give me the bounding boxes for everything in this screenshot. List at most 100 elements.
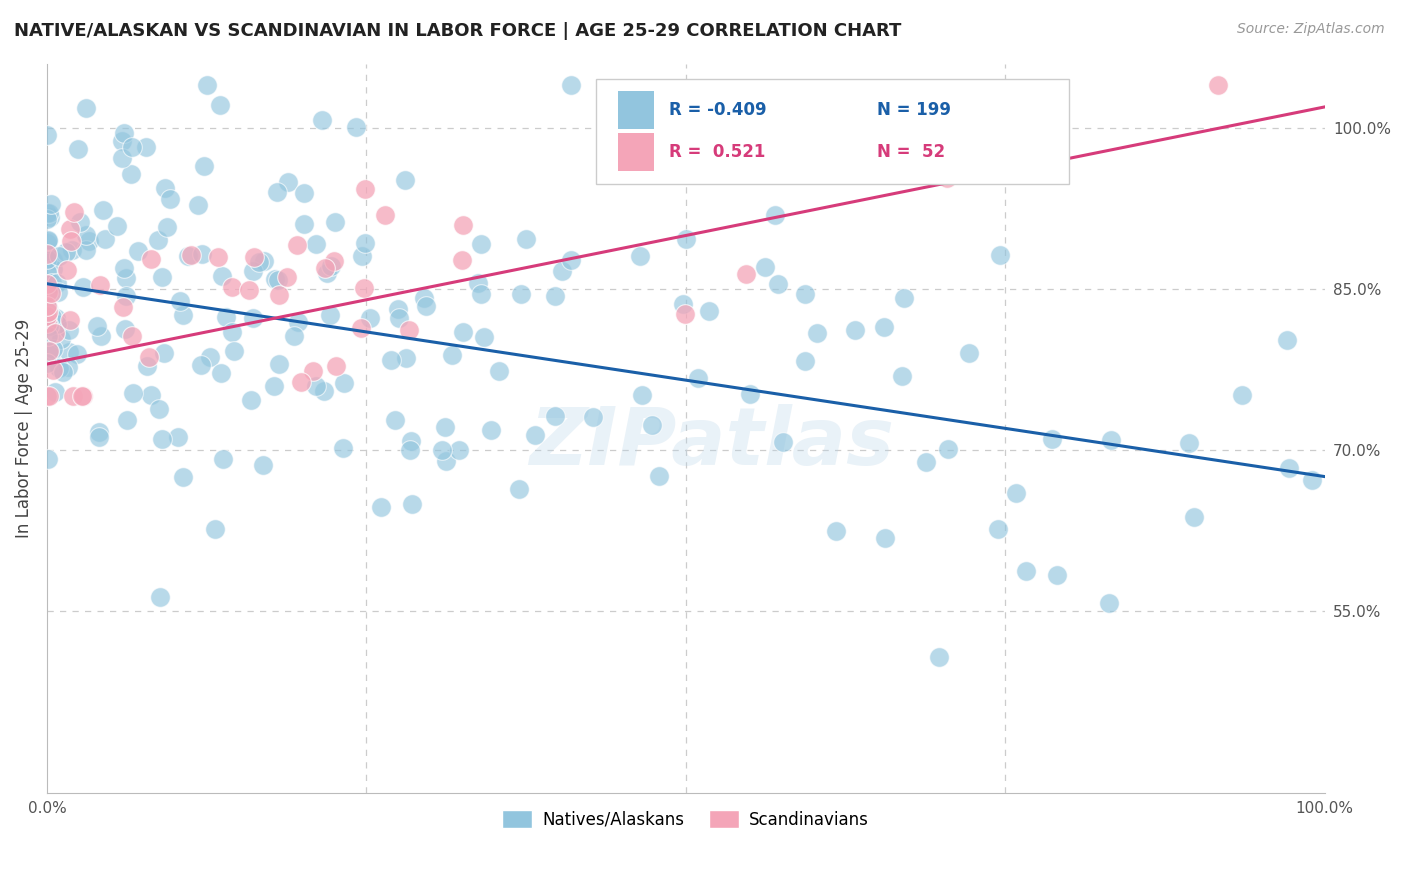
Point xyxy=(35,252,58,267)
Point xyxy=(66,347,89,361)
Point xyxy=(350,321,373,335)
Point xyxy=(1278,461,1301,475)
Point xyxy=(806,326,828,341)
Point xyxy=(305,236,328,251)
Point xyxy=(267,273,290,287)
Point xyxy=(37,301,59,315)
Point xyxy=(936,442,959,456)
Point xyxy=(253,254,276,268)
Point xyxy=(772,434,794,449)
Point xyxy=(301,364,323,378)
Point xyxy=(401,434,423,449)
Point xyxy=(87,430,110,444)
Point xyxy=(544,409,567,424)
Text: NATIVE/ALASKAN VS SCANDINAVIAN IN LABOR FORCE | AGE 25-29 CORRELATION CHART: NATIVE/ALASKAN VS SCANDINAVIAN IN LABOR … xyxy=(14,22,901,40)
Point xyxy=(873,531,896,545)
Point xyxy=(319,259,342,273)
Point xyxy=(180,247,202,261)
Point xyxy=(893,291,915,305)
Point xyxy=(35,246,58,260)
Point xyxy=(44,326,66,340)
Point xyxy=(42,253,65,268)
Point xyxy=(387,302,409,317)
Point xyxy=(1182,510,1205,524)
Point xyxy=(398,442,420,457)
Text: N =  52: N = 52 xyxy=(877,144,946,161)
Point xyxy=(72,389,94,403)
Point xyxy=(35,389,58,403)
Point xyxy=(222,343,245,358)
Point xyxy=(135,140,157,154)
Point xyxy=(283,329,305,343)
Point xyxy=(94,232,117,246)
Point xyxy=(412,291,434,305)
Point xyxy=(172,470,194,484)
Point xyxy=(305,378,328,392)
Point xyxy=(105,219,128,234)
Point xyxy=(319,308,342,322)
Point xyxy=(582,409,605,424)
Point xyxy=(37,328,59,343)
Point xyxy=(754,260,776,275)
Point xyxy=(91,202,114,217)
Point xyxy=(768,277,790,292)
Point xyxy=(153,180,176,194)
Point xyxy=(63,205,86,219)
Point xyxy=(207,250,229,264)
Point xyxy=(311,112,333,127)
Point xyxy=(45,310,67,325)
Point xyxy=(384,412,406,426)
Point xyxy=(38,344,60,359)
Point xyxy=(449,442,471,457)
Point xyxy=(353,281,375,295)
Point xyxy=(1046,568,1069,582)
Bar xyxy=(619,91,654,129)
Point xyxy=(932,113,955,128)
Point xyxy=(238,283,260,297)
Point xyxy=(48,361,70,376)
Point xyxy=(45,276,67,290)
Point xyxy=(451,325,474,339)
Point xyxy=(735,267,758,281)
Point xyxy=(508,482,530,496)
Point xyxy=(35,212,58,227)
Point xyxy=(415,299,437,313)
Point xyxy=(394,173,416,187)
Point xyxy=(35,316,58,330)
Point xyxy=(204,523,226,537)
Point xyxy=(470,287,492,301)
Point xyxy=(121,386,143,401)
Point xyxy=(398,323,420,337)
Point xyxy=(269,288,291,302)
Point xyxy=(39,347,62,361)
Point xyxy=(287,315,309,329)
Point xyxy=(524,428,547,442)
Point xyxy=(200,350,222,364)
Point xyxy=(277,175,299,189)
FancyBboxPatch shape xyxy=(596,78,1069,185)
Point xyxy=(269,357,291,371)
Point xyxy=(988,248,1011,262)
Point xyxy=(434,420,457,434)
Point xyxy=(212,451,235,466)
Point xyxy=(121,328,143,343)
Point xyxy=(35,128,58,143)
Point xyxy=(35,235,58,250)
Point xyxy=(1005,485,1028,500)
Point xyxy=(479,423,502,437)
Point xyxy=(46,285,69,299)
Point xyxy=(1178,435,1201,450)
Point xyxy=(673,308,696,322)
Point xyxy=(488,364,510,378)
Point xyxy=(120,167,142,181)
Point xyxy=(825,524,848,538)
Point xyxy=(323,215,346,229)
Point xyxy=(37,356,59,370)
Point xyxy=(41,277,63,291)
Point xyxy=(209,366,232,380)
Point xyxy=(957,346,980,360)
Point xyxy=(322,254,344,268)
Point xyxy=(1230,388,1253,402)
Point xyxy=(252,458,274,472)
Point xyxy=(60,244,83,258)
